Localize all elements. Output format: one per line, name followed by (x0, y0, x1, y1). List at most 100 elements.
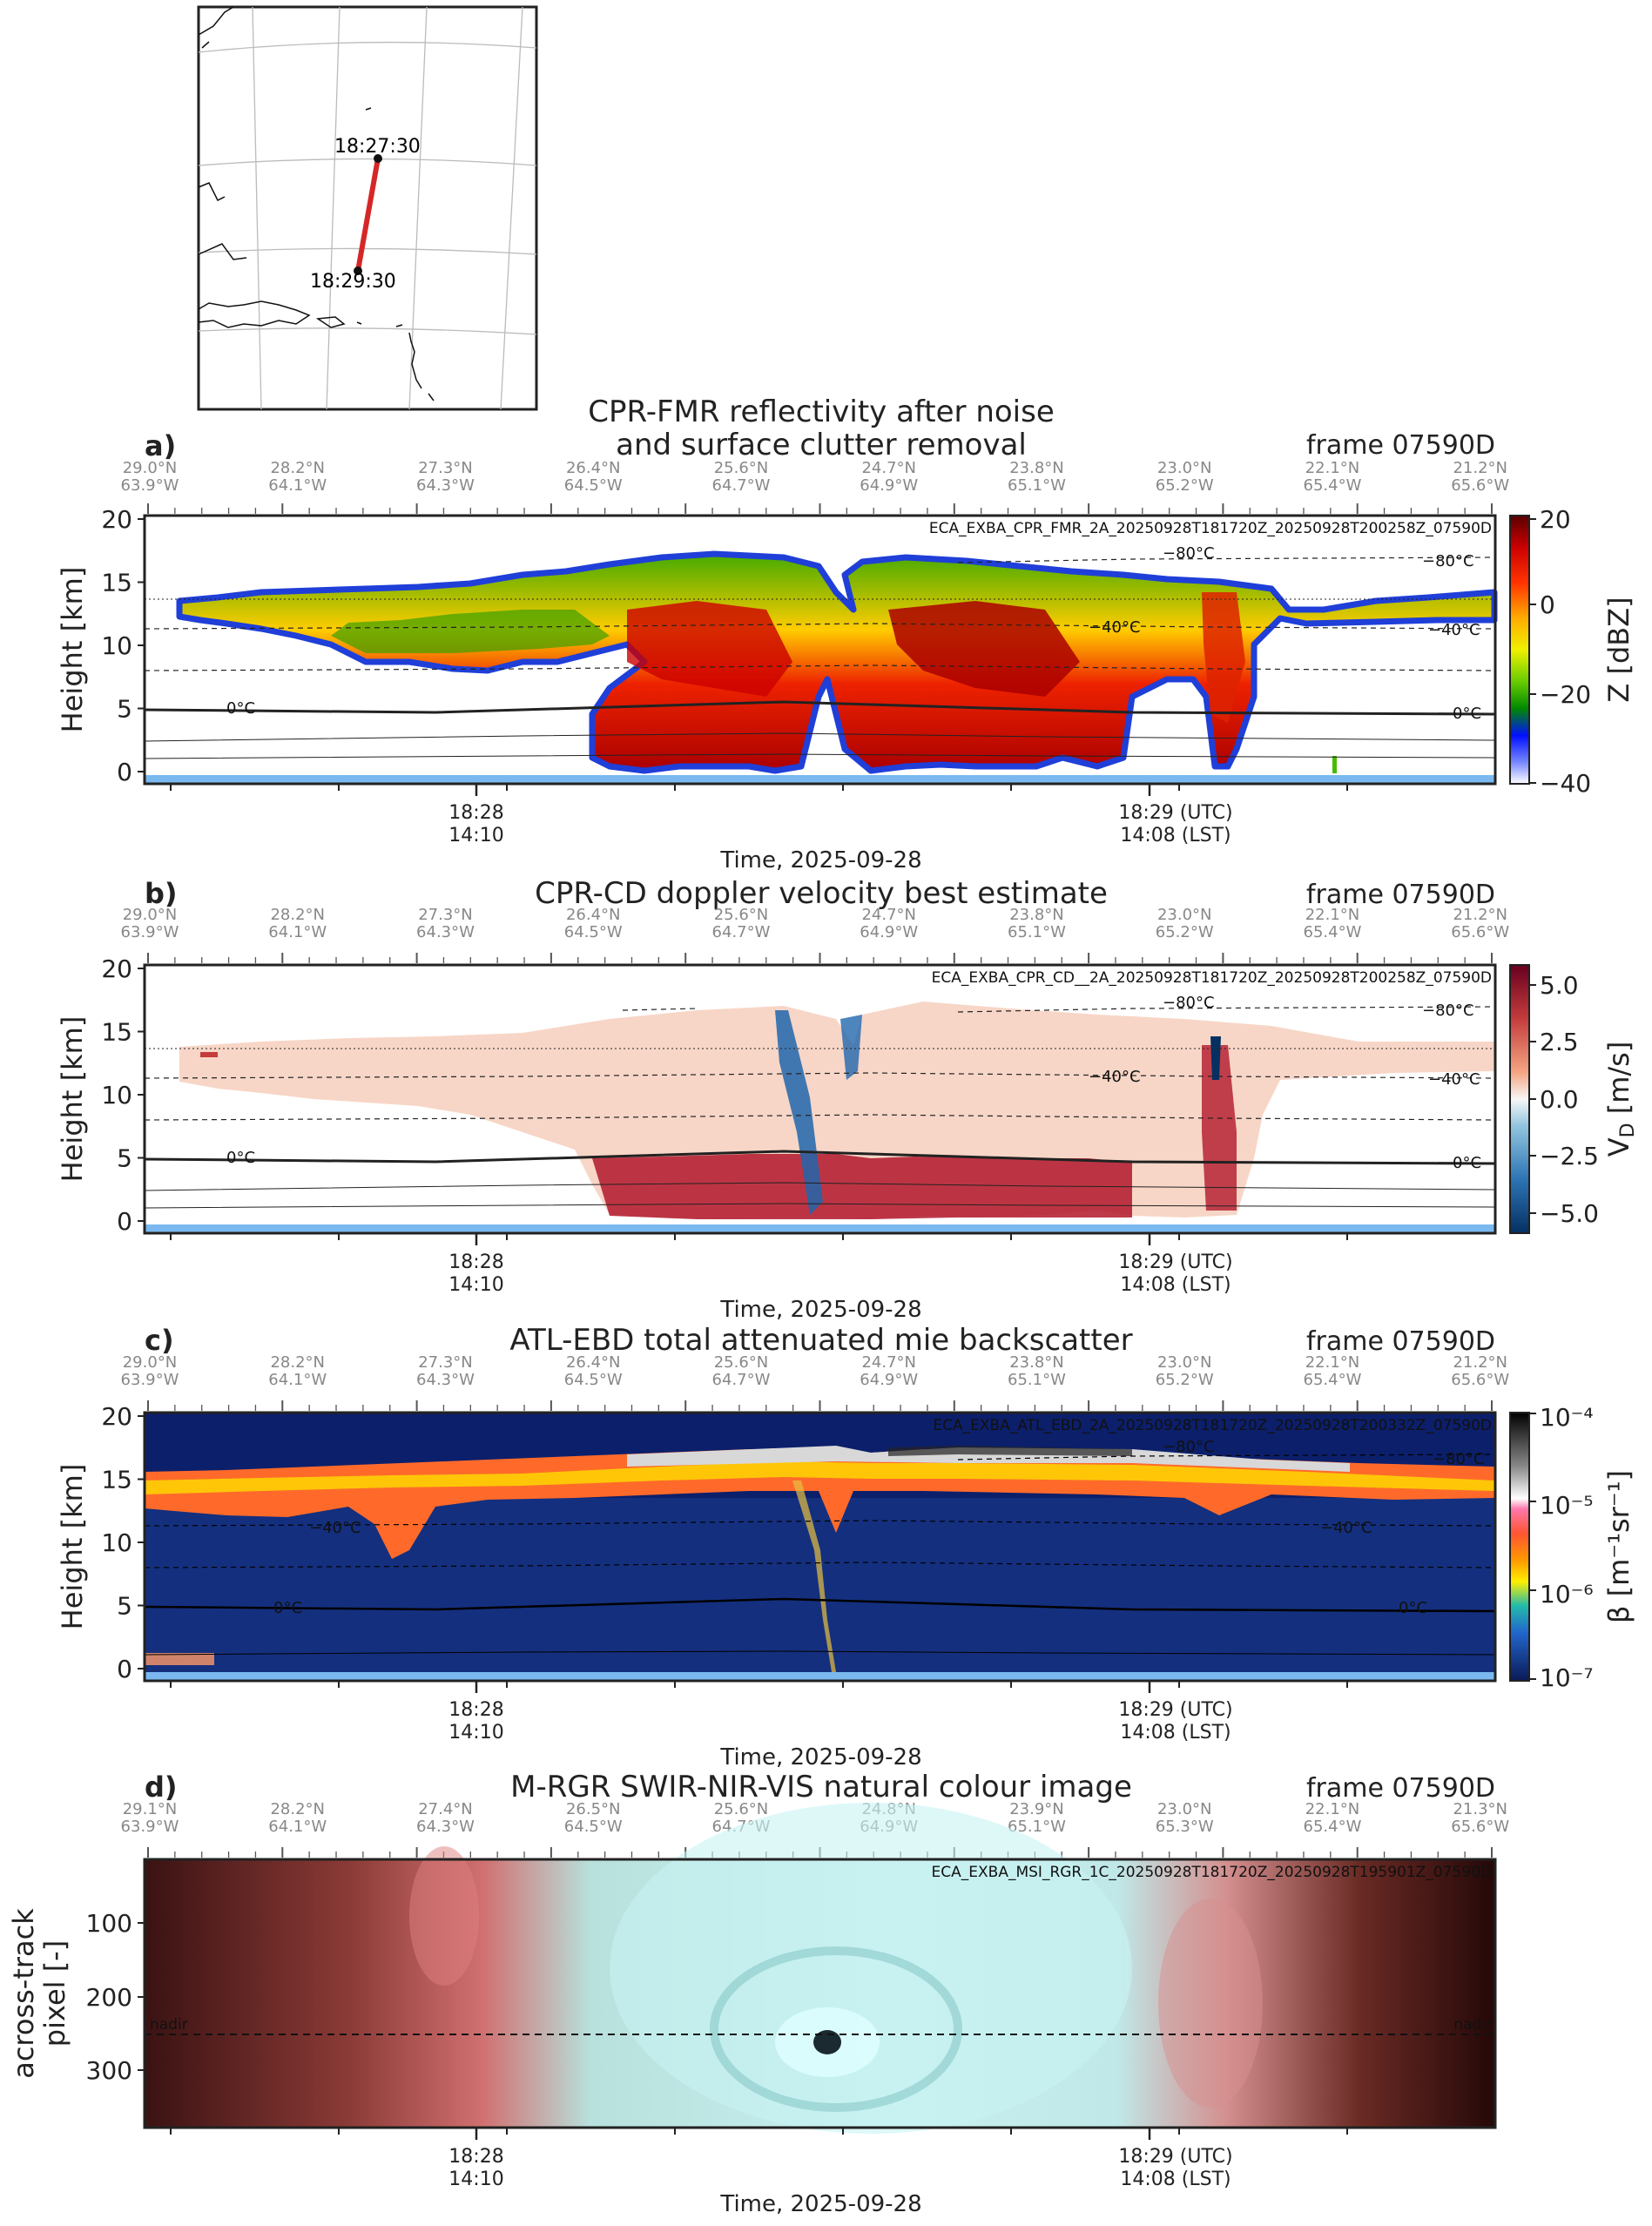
time-tick-lst-1: 14:10 (448, 825, 503, 847)
panel-a-isotherms (144, 556, 1495, 759)
isotherm-label-c-m80-2: −80°C (1433, 1450, 1485, 1468)
panel-c-colorbar-label: β [m⁻¹sr⁻¹] (1602, 1470, 1635, 1623)
isotherm-label-b-m80-1: −80°C (1163, 994, 1215, 1012)
track-map: 18:27:30 18:29:30 (197, 5, 538, 411)
panel-b-fall-streaks (592, 1154, 1132, 1219)
panel-a-colorbar-ticks: 20 0 −20 −40 (1529, 505, 1591, 798)
lon-label: 65.3°W (1156, 1818, 1214, 1836)
lon-label: 65.1°W (1008, 1818, 1066, 1836)
panel-c-colorbar (1509, 1412, 1530, 1682)
height-tick-label: 15 (101, 1466, 132, 1494)
lon-label: 64.5°W (564, 1818, 623, 1836)
panel-c-dark-top (888, 1446, 1132, 1456)
track-end-label: 18:29:30 (310, 271, 396, 293)
time-tick-lst-2: 14:08 (LST) (1120, 1274, 1231, 1296)
time-tick-utc-2: 18:29 (UTC) (1118, 802, 1232, 824)
panel-b-label: b) (145, 877, 178, 910)
panel-b-streak-east (1202, 1045, 1237, 1211)
panel-d-pixel-ticks: 100 200 300 (86, 1909, 145, 2085)
panel-a-cbar-tick-3: −20 (1540, 680, 1591, 709)
height-tick-label: 0 (117, 1207, 132, 1236)
track-end-marker (354, 266, 362, 275)
panel-a-title-line2: and surface clutter removal (616, 428, 1027, 462)
panel-c-cbar-tick-3: 10⁻⁶ (1540, 1580, 1594, 1609)
panel-b-frame: frame 07590D (1306, 880, 1495, 910)
lon-label: 65.6°W (1451, 923, 1509, 941)
panel-b: b) CPR-CD doppler velocity best estimate… (56, 876, 1639, 1323)
panel-b-colorbar-ticks: 5.0 2.5 0.0 −2.5 −5.0 (1529, 971, 1599, 1228)
panel-a-frame-box (143, 514, 1497, 786)
panel-a-cbar-tick-2: 0 (1540, 590, 1555, 619)
lat-label: 23.0°N (1157, 1800, 1212, 1818)
lat-label: 22.1°N (1305, 459, 1360, 477)
lon-label: 64.1°W (268, 476, 327, 495)
panel-b-surface (145, 1224, 1495, 1233)
lon-label: 63.9°W (121, 476, 179, 495)
track-start-marker (374, 154, 382, 163)
lon-label: 65.4°W (1304, 476, 1362, 495)
panel-b-updraft-east (840, 1015, 862, 1080)
height-tick-label: 20 (101, 505, 132, 534)
panel-b-cbar-tick-5: −5.0 (1540, 1199, 1599, 1228)
panel-d-nadir-label-left: nadir (150, 2016, 188, 2034)
panel-a-isotherm-labels: −80°C −80°C −40°C −40°C 0°C 0°C (226, 544, 1481, 723)
lon-label: 65.4°W (1304, 923, 1362, 941)
lat-label: 26.4°N (566, 1353, 621, 1372)
panel-b-speck (200, 1052, 218, 1057)
panel-b-height-ticks: 20 15 10 5 0 (101, 954, 145, 1236)
isotherm-label-c-m40-2: −40°C (1320, 1519, 1372, 1537)
isotherm-label-a-0-1: 0°C (226, 699, 255, 718)
panel-a-colorbar (1509, 515, 1530, 785)
panel-c-title: ATL-EBD total attenuated mie backscatter (509, 1323, 1132, 1358)
panel-d-filename: ECA_EXBA_MSI_RGR_1C_20250928T181720Z_202… (932, 1864, 1492, 1881)
panel-d-spiral-band (710, 1946, 962, 2112)
track-start-label: 18:27:30 (334, 136, 421, 158)
panel-b-velocity-field (179, 1002, 1494, 1219)
panel-b-isotherm-labels: −80°C −80°C −40°C −40°C 0°C 0°C (226, 994, 1481, 1172)
panel-b-echo-mass (179, 1002, 1494, 1219)
lat-label: 28.2°N (270, 906, 325, 924)
lat-label: 23.0°N (1157, 906, 1212, 924)
lat-label: 26.4°N (566, 906, 621, 924)
panel-a-green-region (331, 610, 610, 653)
lon-label: 64.3°W (416, 1818, 475, 1836)
panel-a-core-far (1202, 592, 1245, 723)
height-tick-label: 0 (117, 1655, 132, 1683)
lon-label: 64.7°W (712, 476, 771, 495)
panel-c-isotherms (144, 1454, 1495, 1656)
panel-d-title: M-RGR SWIR-NIR-VIS natural colour image (510, 1770, 1132, 1804)
isotherm-label-b-0-2: 0°C (1453, 1154, 1481, 1172)
lat-label: 25.6°N (714, 906, 769, 924)
lat-label: 24.7°N (861, 1353, 916, 1372)
panel-a-cloud-mass (176, 550, 1498, 774)
height-tick-label: 5 (117, 1592, 132, 1621)
panel-b-yaxis-label: Height [km] (56, 1016, 89, 1183)
lat-label: 22.1°N (1305, 1800, 1360, 1818)
panel-d: d) M-RGR SWIR-NIR-VIS natural colour ima… (7, 1770, 1509, 2217)
height-tick-label: 15 (101, 1018, 132, 1047)
lon-label: 64.7°W (712, 923, 771, 941)
panel-a-cbar-tick-4: −40 (1540, 769, 1591, 798)
lon-label: 64.9°W (860, 476, 918, 495)
time-tick-utc-1: 18:28 (448, 1699, 503, 1721)
panel-a-coords: 29.0°N63.9°W 28.2°N64.1°W 27.3°N64.3°W 26.4… (121, 459, 1510, 495)
panel-b-colorbar (1509, 964, 1530, 1234)
time-tick-utc-2: 18:29 (UTC) (1118, 1699, 1232, 1721)
panel-c-eyewall-streak (792, 1481, 836, 1672)
panel-c-isotherm-labels: −80°C −80°C −40°C −40°C 0°C 0°C (273, 1438, 1485, 1617)
lat-label: 28.2°N (270, 459, 325, 477)
panel-b-coords: 29.0°N63.9°W 28.2°N64.1°W 27.3°N64.3°W 26.4… (121, 906, 1510, 941)
lat-label: 24.7°N (861, 459, 916, 477)
panel-c-cbar-tick-1: 10⁻⁴ (1540, 1403, 1594, 1432)
time-tick-lst-1: 14:10 (448, 1722, 503, 1744)
lon-label: 65.4°W (1304, 1818, 1362, 1836)
panel-d-pink-band (409, 1846, 479, 1986)
time-tick-utc-1: 18:28 (448, 1251, 503, 1273)
map-coastlines (198, 6, 435, 401)
lat-label: 27.3°N (418, 906, 473, 924)
lon-label: 65.2°W (1156, 923, 1214, 941)
panel-d-frame-box (143, 1858, 1497, 2129)
lon-label: 65.2°W (1156, 476, 1214, 495)
lon-label: 64.1°W (268, 923, 327, 941)
